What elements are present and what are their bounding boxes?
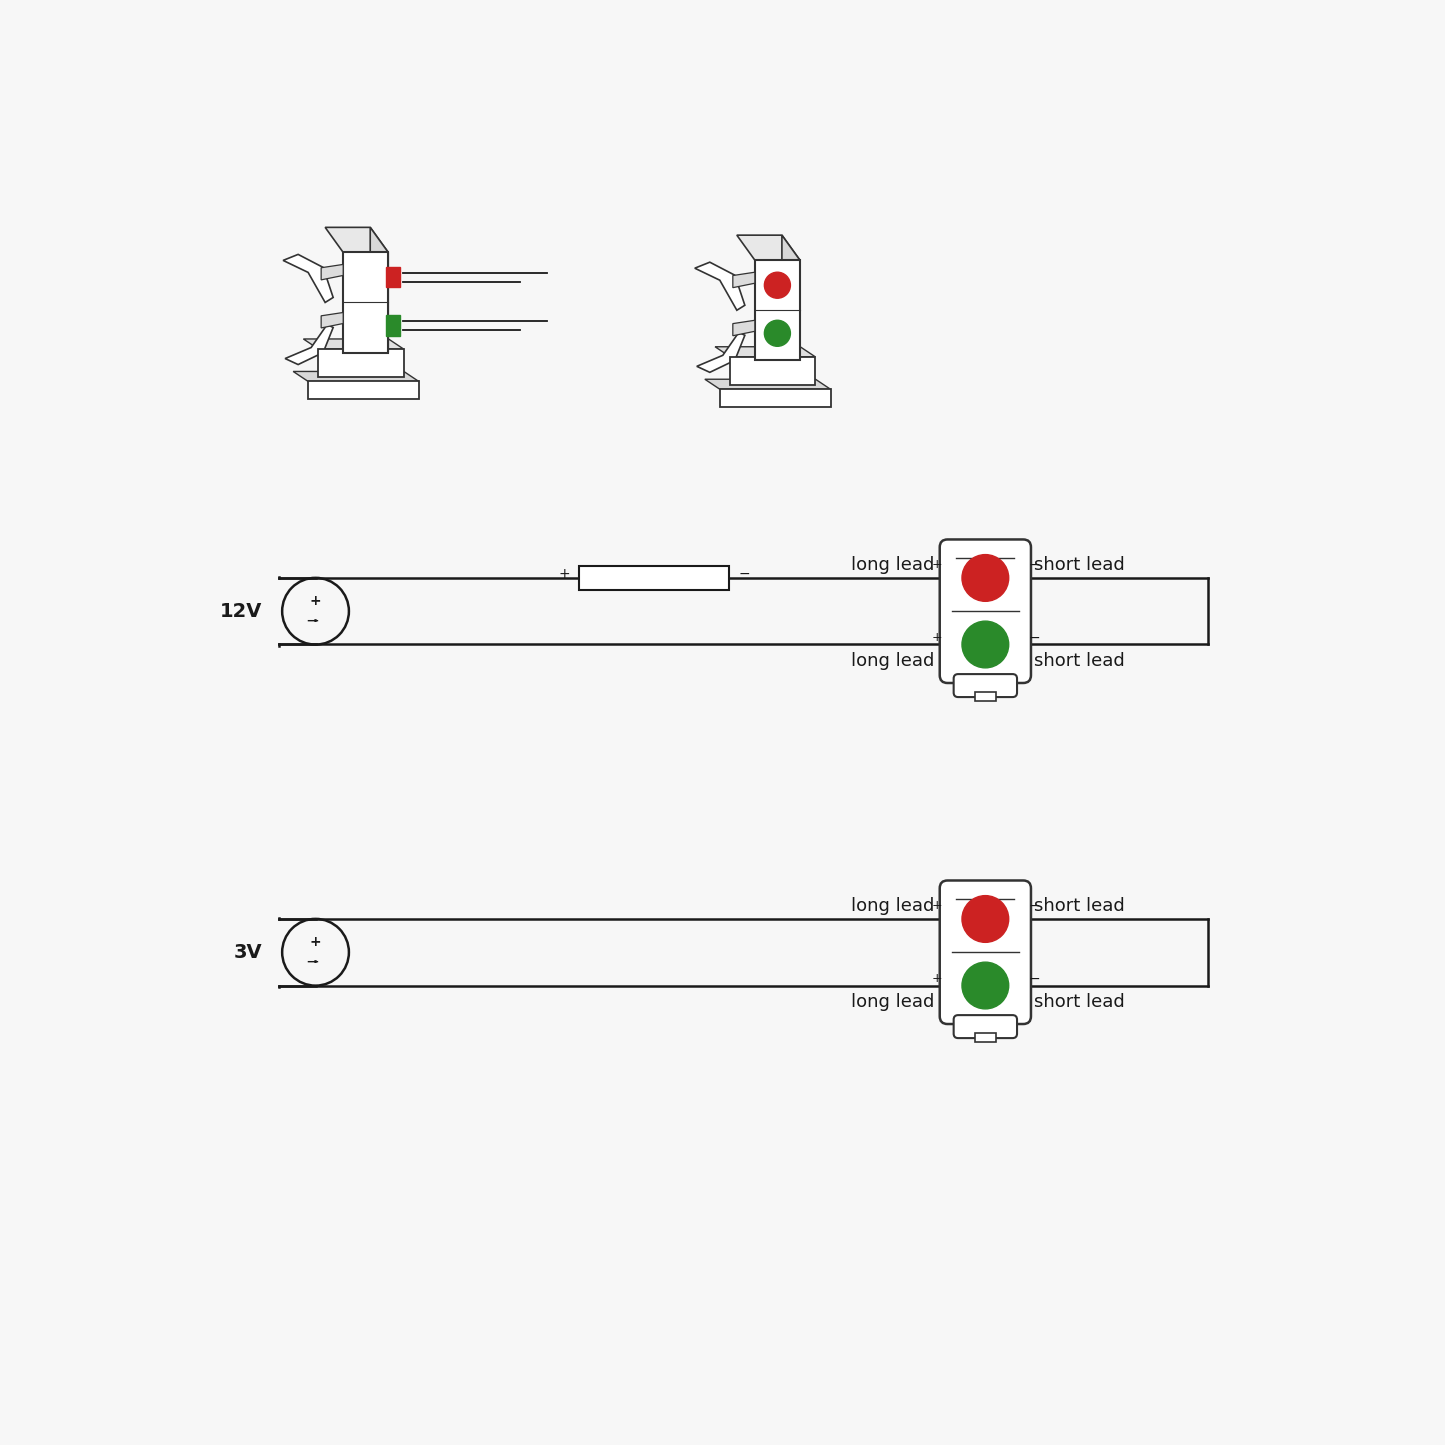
Polygon shape xyxy=(705,379,831,389)
Polygon shape xyxy=(370,227,389,353)
Polygon shape xyxy=(283,254,334,302)
Text: long lead: long lead xyxy=(851,897,933,915)
Text: −: − xyxy=(738,566,750,581)
Bar xyxy=(308,381,419,399)
Text: short lead: short lead xyxy=(1035,652,1126,670)
Circle shape xyxy=(962,896,1009,942)
Bar xyxy=(754,260,801,360)
Polygon shape xyxy=(321,312,342,328)
Bar xyxy=(342,253,389,353)
FancyBboxPatch shape xyxy=(939,880,1030,1025)
FancyBboxPatch shape xyxy=(954,673,1017,696)
Text: long lead: long lead xyxy=(851,556,933,574)
Text: short lead: short lead xyxy=(1035,897,1126,915)
Polygon shape xyxy=(737,236,801,260)
Text: −: − xyxy=(305,611,319,630)
Text: +: + xyxy=(309,594,321,608)
Polygon shape xyxy=(325,227,389,253)
Bar xyxy=(720,389,831,407)
Polygon shape xyxy=(293,371,419,381)
Text: −: − xyxy=(1029,899,1040,913)
Text: −: − xyxy=(1029,631,1040,644)
Text: 12V: 12V xyxy=(220,601,262,621)
Bar xyxy=(386,315,400,335)
Text: −: − xyxy=(305,952,319,971)
Polygon shape xyxy=(733,272,754,288)
Polygon shape xyxy=(733,321,754,335)
Polygon shape xyxy=(285,325,334,364)
Bar xyxy=(386,267,400,288)
Circle shape xyxy=(962,555,1009,601)
Text: 3V: 3V xyxy=(234,942,262,962)
Text: +: + xyxy=(309,935,321,949)
Text: long lead: long lead xyxy=(851,652,933,670)
Text: +: + xyxy=(932,899,942,912)
Text: ·: · xyxy=(312,611,319,631)
Polygon shape xyxy=(715,347,815,357)
Circle shape xyxy=(962,962,1009,1009)
FancyBboxPatch shape xyxy=(939,539,1030,683)
Text: ·: · xyxy=(312,952,319,972)
Polygon shape xyxy=(321,264,342,280)
Text: short lead: short lead xyxy=(1035,556,1126,574)
Text: +: + xyxy=(932,972,942,985)
Circle shape xyxy=(962,621,1009,668)
Circle shape xyxy=(764,272,790,298)
Polygon shape xyxy=(696,332,744,373)
Polygon shape xyxy=(695,262,744,311)
Text: short lead: short lead xyxy=(1035,993,1126,1011)
Bar xyxy=(579,566,730,590)
Text: −: − xyxy=(1029,558,1040,572)
Bar xyxy=(318,350,403,377)
Text: long lead: long lead xyxy=(851,993,933,1011)
Polygon shape xyxy=(782,236,801,360)
Bar xyxy=(975,1033,996,1042)
Text: +: + xyxy=(932,558,942,571)
Bar xyxy=(730,357,815,384)
Text: −: − xyxy=(1029,972,1040,985)
Bar xyxy=(975,692,996,701)
FancyBboxPatch shape xyxy=(954,1016,1017,1038)
Polygon shape xyxy=(303,340,403,350)
Circle shape xyxy=(764,321,790,347)
Text: +: + xyxy=(559,566,571,581)
Text: +: + xyxy=(932,631,942,644)
